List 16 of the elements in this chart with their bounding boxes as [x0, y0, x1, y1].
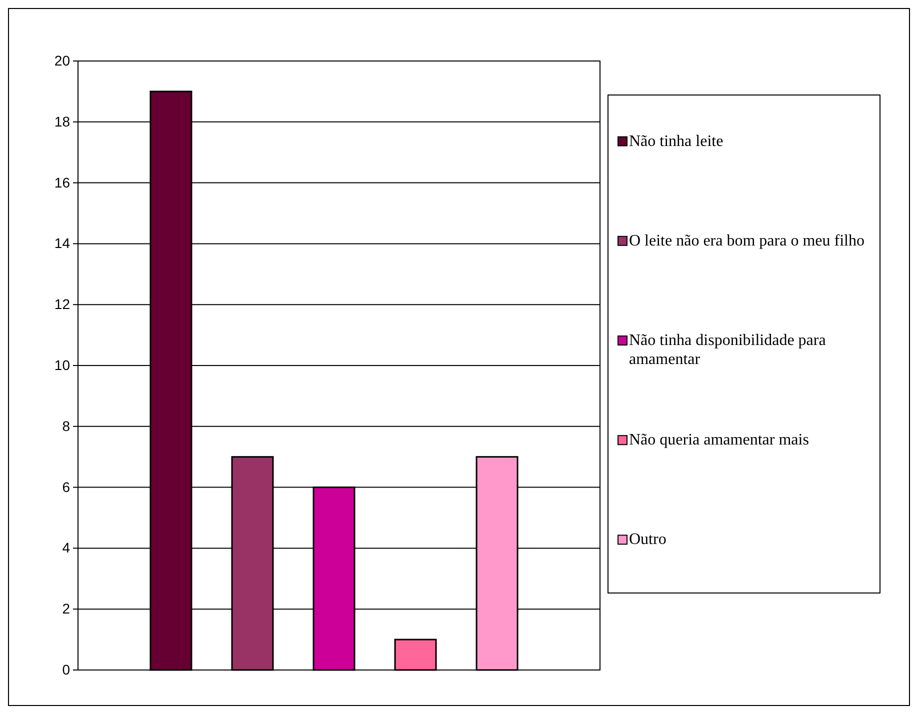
legend-label: Não queria amamentar mais [629, 432, 809, 449]
y-tick-label: 0 [62, 661, 70, 678]
y-tick-label: 8 [62, 418, 70, 434]
y-tick-label: 2 [62, 600, 70, 617]
y-tick-label: 18 [54, 113, 70, 130]
y-tick-label: 14 [54, 235, 70, 252]
y-tick-label: 16 [54, 174, 70, 190]
legend-label: Outro [629, 531, 666, 548]
legend-label: Não tinha leite [629, 132, 724, 150]
y-tick-label: 12 [54, 296, 70, 312]
y-tick-label: 4 [62, 540, 70, 556]
legend-label: O leite não era bom para o meu filho [629, 232, 864, 250]
y-tick-label: 6 [62, 478, 70, 495]
y-tick-label: 10 [54, 356, 70, 373]
legend-label: Não tinha disponibilidade para amamentar [629, 332, 826, 368]
y-tick-label: 20 [54, 52, 70, 68]
